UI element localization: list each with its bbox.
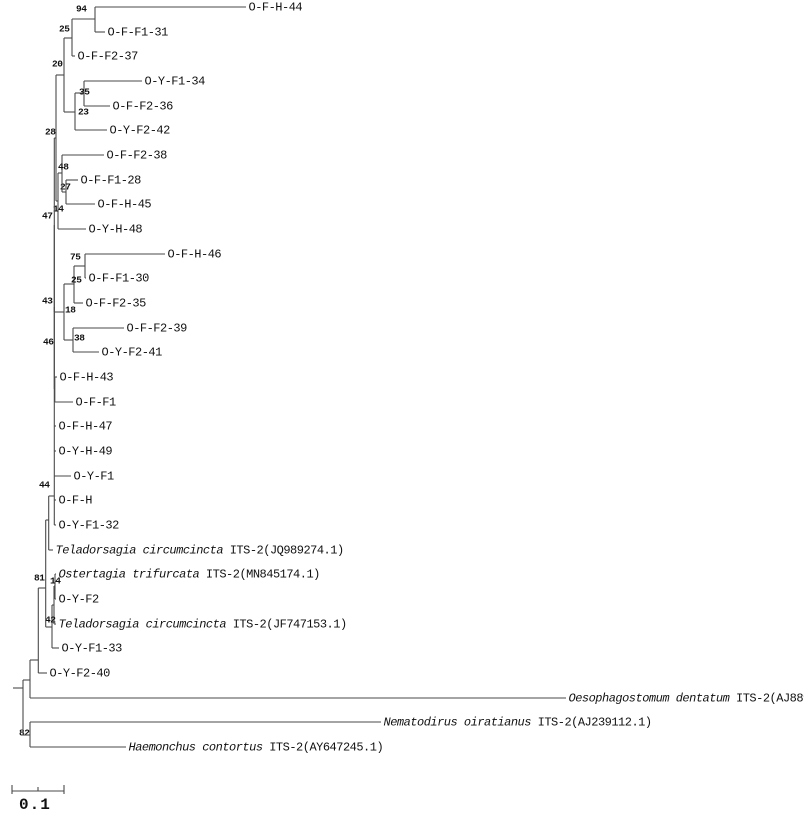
taxon-label-L2: O-F-F1-31 <box>108 26 169 40</box>
taxon-label-L1: O-F-H-44 <box>249 1 303 15</box>
taxon-label-L8: O-F-F1-28 <box>81 174 142 188</box>
bootstrap-label-n82: 82 <box>19 727 30 738</box>
taxon-label-L12: O-F-F1-30 <box>89 272 150 286</box>
bootstrap-label-n43: 43 <box>42 295 53 306</box>
taxon-label-L18: O-F-H-47 <box>59 420 113 434</box>
bootstrap-label-n25b: 25 <box>71 274 82 285</box>
taxon-label-L24: Ostertagia trifurcata ITS-2(MN845174.1) <box>59 568 320 582</box>
taxon-label-L15: O-Y-F2-41 <box>102 346 163 360</box>
taxon-label-L27: O-Y-F1-33 <box>62 642 123 656</box>
bootstrap-label-n18: 18 <box>65 304 76 315</box>
taxon-label-L4: O-Y-F1-34 <box>145 75 206 89</box>
taxon-label-L9: O-F-H-45 <box>98 198 152 212</box>
taxon-label-L17: O-F-F1 <box>76 396 117 410</box>
bootstrap-label-n35: 35 <box>79 86 90 97</box>
bootstrap-label-n27: 27 <box>60 181 71 192</box>
taxon-label-L11: O-F-H-46 <box>168 248 222 262</box>
bootstrap-label-n20: 20 <box>52 58 63 69</box>
bootstrap-label-nStk: 46 <box>43 336 54 347</box>
taxon-label-L10: O-Y-H-48 <box>89 223 143 237</box>
taxon-label-L31: Haemonchus contortus ITS-2(AY647245.1) <box>129 741 384 755</box>
taxon-label-L29: Oesophagostomum dentatum ITS-2(AJ889571.… <box>569 692 804 706</box>
bootstrap-label-n14a: 14 <box>53 203 64 214</box>
taxon-label-L20: O-Y-F1 <box>74 470 115 484</box>
taxon-label-L21: O-F-H <box>59 494 93 508</box>
taxon-label-L19: O-Y-H-49 <box>59 445 113 459</box>
taxon-label-L22: O-Y-F1-32 <box>59 519 120 533</box>
taxon-label-L7: O-F-F2-38 <box>107 149 168 163</box>
bootstrap-label-n75: 75 <box>70 251 81 262</box>
bootstrap-label-n25a: 25 <box>59 23 70 34</box>
scale-bar-label: 0.1 <box>19 796 51 814</box>
bootstrap-label-n42: 42 <box>45 614 56 625</box>
taxon-label-L30: Nematodirus oiratianus ITS-2(AJ239112.1) <box>384 716 652 730</box>
taxon-label-L14: O-F-F2-39 <box>127 322 188 336</box>
bootstrap-label-n28: 28 <box>45 126 56 137</box>
bootstrap-label-n81: 81 <box>34 572 45 583</box>
taxon-label-L28: O-Y-F2-40 <box>50 667 111 681</box>
bootstrap-label-n47: 47 <box>42 210 53 221</box>
bootstrap-label-n38: 38 <box>74 332 85 343</box>
bootstrap-label-n23: 23 <box>78 106 89 117</box>
taxon-label-L26: Teladorsagia circumcincta ITS-2(JF747153… <box>59 618 347 632</box>
taxon-label-L5: O-F-F2-36 <box>113 100 174 114</box>
bootstrap-label-n94: 94 <box>76 3 87 14</box>
bootstrap-label-n14b: 14 <box>50 575 61 586</box>
taxon-label-L25: O-Y-F2 <box>59 593 100 607</box>
bootstrap-label-n48: 48 <box>58 161 69 172</box>
taxon-label-L6: O-Y-F2-42 <box>110 124 171 138</box>
bootstrap-label-n44: 44 <box>39 479 50 490</box>
taxon-label-L3: O-F-F2-37 <box>78 50 139 64</box>
taxon-label-L16: O-F-H-43 <box>60 371 114 385</box>
taxon-label-L13: O-F-F2-35 <box>86 297 147 311</box>
taxon-label-L23: Teladorsagia circumcincta ITS-2(JQ989274… <box>56 544 344 558</box>
